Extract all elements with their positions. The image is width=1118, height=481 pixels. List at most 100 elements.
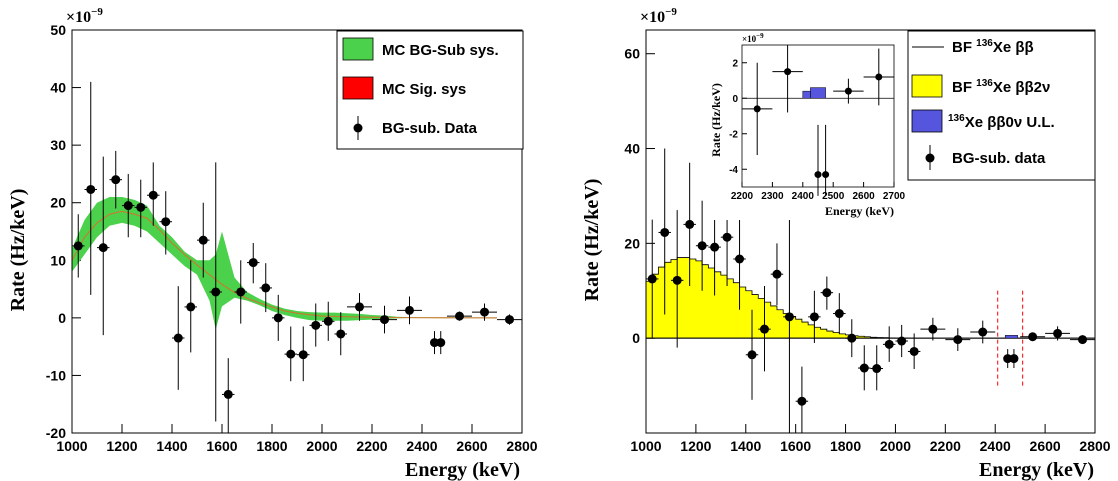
left-data-point: [261, 283, 271, 293]
left-data-point: [98, 243, 108, 253]
inset-xtick-label: 2300: [761, 191, 784, 202]
right-legend: BF 136Xe ββ BF 136Xe ββ2ν 136Xe ββ0ν U.L…: [907, 30, 1096, 181]
right-data-point: [978, 327, 988, 337]
left-data-point: [148, 190, 158, 200]
left-data-point: [211, 287, 221, 297]
right-legend-3-sup: 136: [948, 113, 965, 124]
left-xtick-label: 1600: [206, 438, 237, 454]
left-xtick-label: 2600: [456, 438, 487, 454]
inset-data-point: [822, 171, 830, 179]
right-0nu-upper-limit: [1004, 335, 1018, 339]
inset-ytick-label: 2: [732, 58, 738, 69]
left-data-point: [405, 305, 414, 315]
left-scale-exponent: −9: [91, 6, 103, 18]
left-data-point: [286, 349, 296, 359]
left-ytick-label: -20: [46, 425, 66, 441]
right-data-point: [953, 335, 963, 345]
right-data-point: [872, 364, 882, 374]
right-data-point: [685, 219, 695, 229]
right-legend-2-sup: 136: [976, 78, 993, 89]
left-xtick-label: 2200: [356, 438, 387, 454]
left-xtick-label: 2000: [306, 438, 337, 454]
right-data-point: [897, 336, 907, 346]
left-data-point: [355, 302, 364, 312]
left-data-point: [236, 287, 246, 297]
right-data-point: [1028, 332, 1038, 342]
right-ytick-label: 60: [624, 46, 640, 62]
right-xtick-label: 1400: [730, 438, 761, 454]
right-ytick-label: 40: [624, 141, 640, 157]
left-data-point: [173, 333, 183, 343]
left-ytick-label: 20: [50, 195, 66, 211]
left-xtick-label: 1800: [256, 438, 287, 454]
right-legend-entry-3: 136Xe ββ0ν U.L.: [948, 113, 1055, 131]
left-data-point: [480, 307, 489, 317]
right-legend-marker: [925, 153, 935, 163]
right-axis-ticks: 1000 1200 1400 1600 1800 2000 2200 2400 2600 2800…: [624, 46, 1110, 454]
left-legend: MC BG-Sub sys. MC Sig. sys BG-sub. Data: [336, 30, 524, 150]
right-scale-exponent: −9: [665, 6, 677, 18]
left-plot: Rate (Hz/keV) Energy (keV) ×10−9 1000 120…: [7, 6, 538, 481]
left-data-point: [273, 313, 283, 323]
left-data-point: [336, 329, 346, 339]
right-data-point: [784, 312, 794, 322]
left-legend-marker: [353, 123, 363, 133]
inset-0nu-bar-small: [802, 90, 811, 99]
inset-xtick-label: 2200: [731, 191, 754, 202]
right-frame: [645, 29, 1096, 434]
inset-data-point: [844, 87, 852, 95]
right-x-axis-label: Energy (keV): [979, 459, 1094, 481]
inset-ytick-label: 0: [732, 94, 738, 105]
inset-ytick-label: -2: [729, 129, 738, 140]
left-data-point: [455, 311, 464, 321]
left-legend-label-sig: MC Sig. sys: [382, 81, 466, 98]
left-frame: [71, 29, 523, 434]
left-ytick-label: 40: [50, 80, 66, 96]
inset-data-point: [753, 105, 761, 113]
right-data-point: [710, 242, 720, 252]
right-data-point: [834, 309, 844, 319]
left-data-point: [161, 217, 171, 227]
left-axis-ticks: 1000 1200 1400 1600 1800 2000 2200 2400 2600 2800…: [46, 22, 538, 454]
right-legend-1-label: Xe ββ: [993, 39, 1034, 56]
left-xtick-label: 1400: [156, 438, 187, 454]
right-xtick-label: 2600: [1030, 438, 1061, 454]
left-ytick-label: 30: [50, 137, 66, 153]
right-data-point: [772, 269, 782, 279]
right-xtick-label: 1800: [830, 438, 861, 454]
right-xtick-label: 2200: [930, 438, 961, 454]
left-x-axis-label: Energy (keV): [405, 459, 520, 481]
right-roi-lines: [997, 290, 1024, 386]
inset-histogram: [742, 87, 894, 99]
right-xtick-label: 2000: [880, 438, 911, 454]
right-legend-2-prefix: BF: [952, 79, 976, 96]
right-data-point: [747, 350, 757, 360]
right-data-points: [646, 129, 1095, 433]
right-legend-label-data: BG-sub. data: [952, 150, 1046, 167]
left-data-point: [311, 320, 321, 330]
inset-data-point: [875, 73, 883, 81]
left-legend-label-bg: MC BG-Sub sys.: [382, 42, 499, 59]
left-scale-factor: ×10−9: [66, 6, 103, 26]
right-data-point: [735, 254, 745, 264]
left-data-point: [430, 338, 439, 348]
right-data-point: [672, 275, 682, 285]
left-scale-base: ×10: [66, 9, 91, 26]
inset-data-point: [814, 171, 822, 179]
left-y-axis-label: Rate (Hz/keV): [7, 189, 29, 312]
right-scale-factor: ×10−9: [640, 6, 677, 26]
right-xtick-label: 1200: [680, 438, 711, 454]
right-xtick-label: 2400: [980, 438, 1011, 454]
left-data-points: [72, 81, 522, 433]
right-ytick-label: 20: [624, 235, 640, 251]
left-data-point: [298, 350, 308, 360]
left-data-point: [505, 315, 514, 325]
right-data-point: [722, 232, 732, 242]
right-data-point: [909, 346, 919, 356]
left-ytick-label: 0: [58, 310, 66, 326]
right-data-point: [847, 333, 857, 343]
left-data-point: [111, 175, 121, 185]
left-data-point: [136, 202, 146, 212]
right-data-point: [1078, 335, 1088, 345]
